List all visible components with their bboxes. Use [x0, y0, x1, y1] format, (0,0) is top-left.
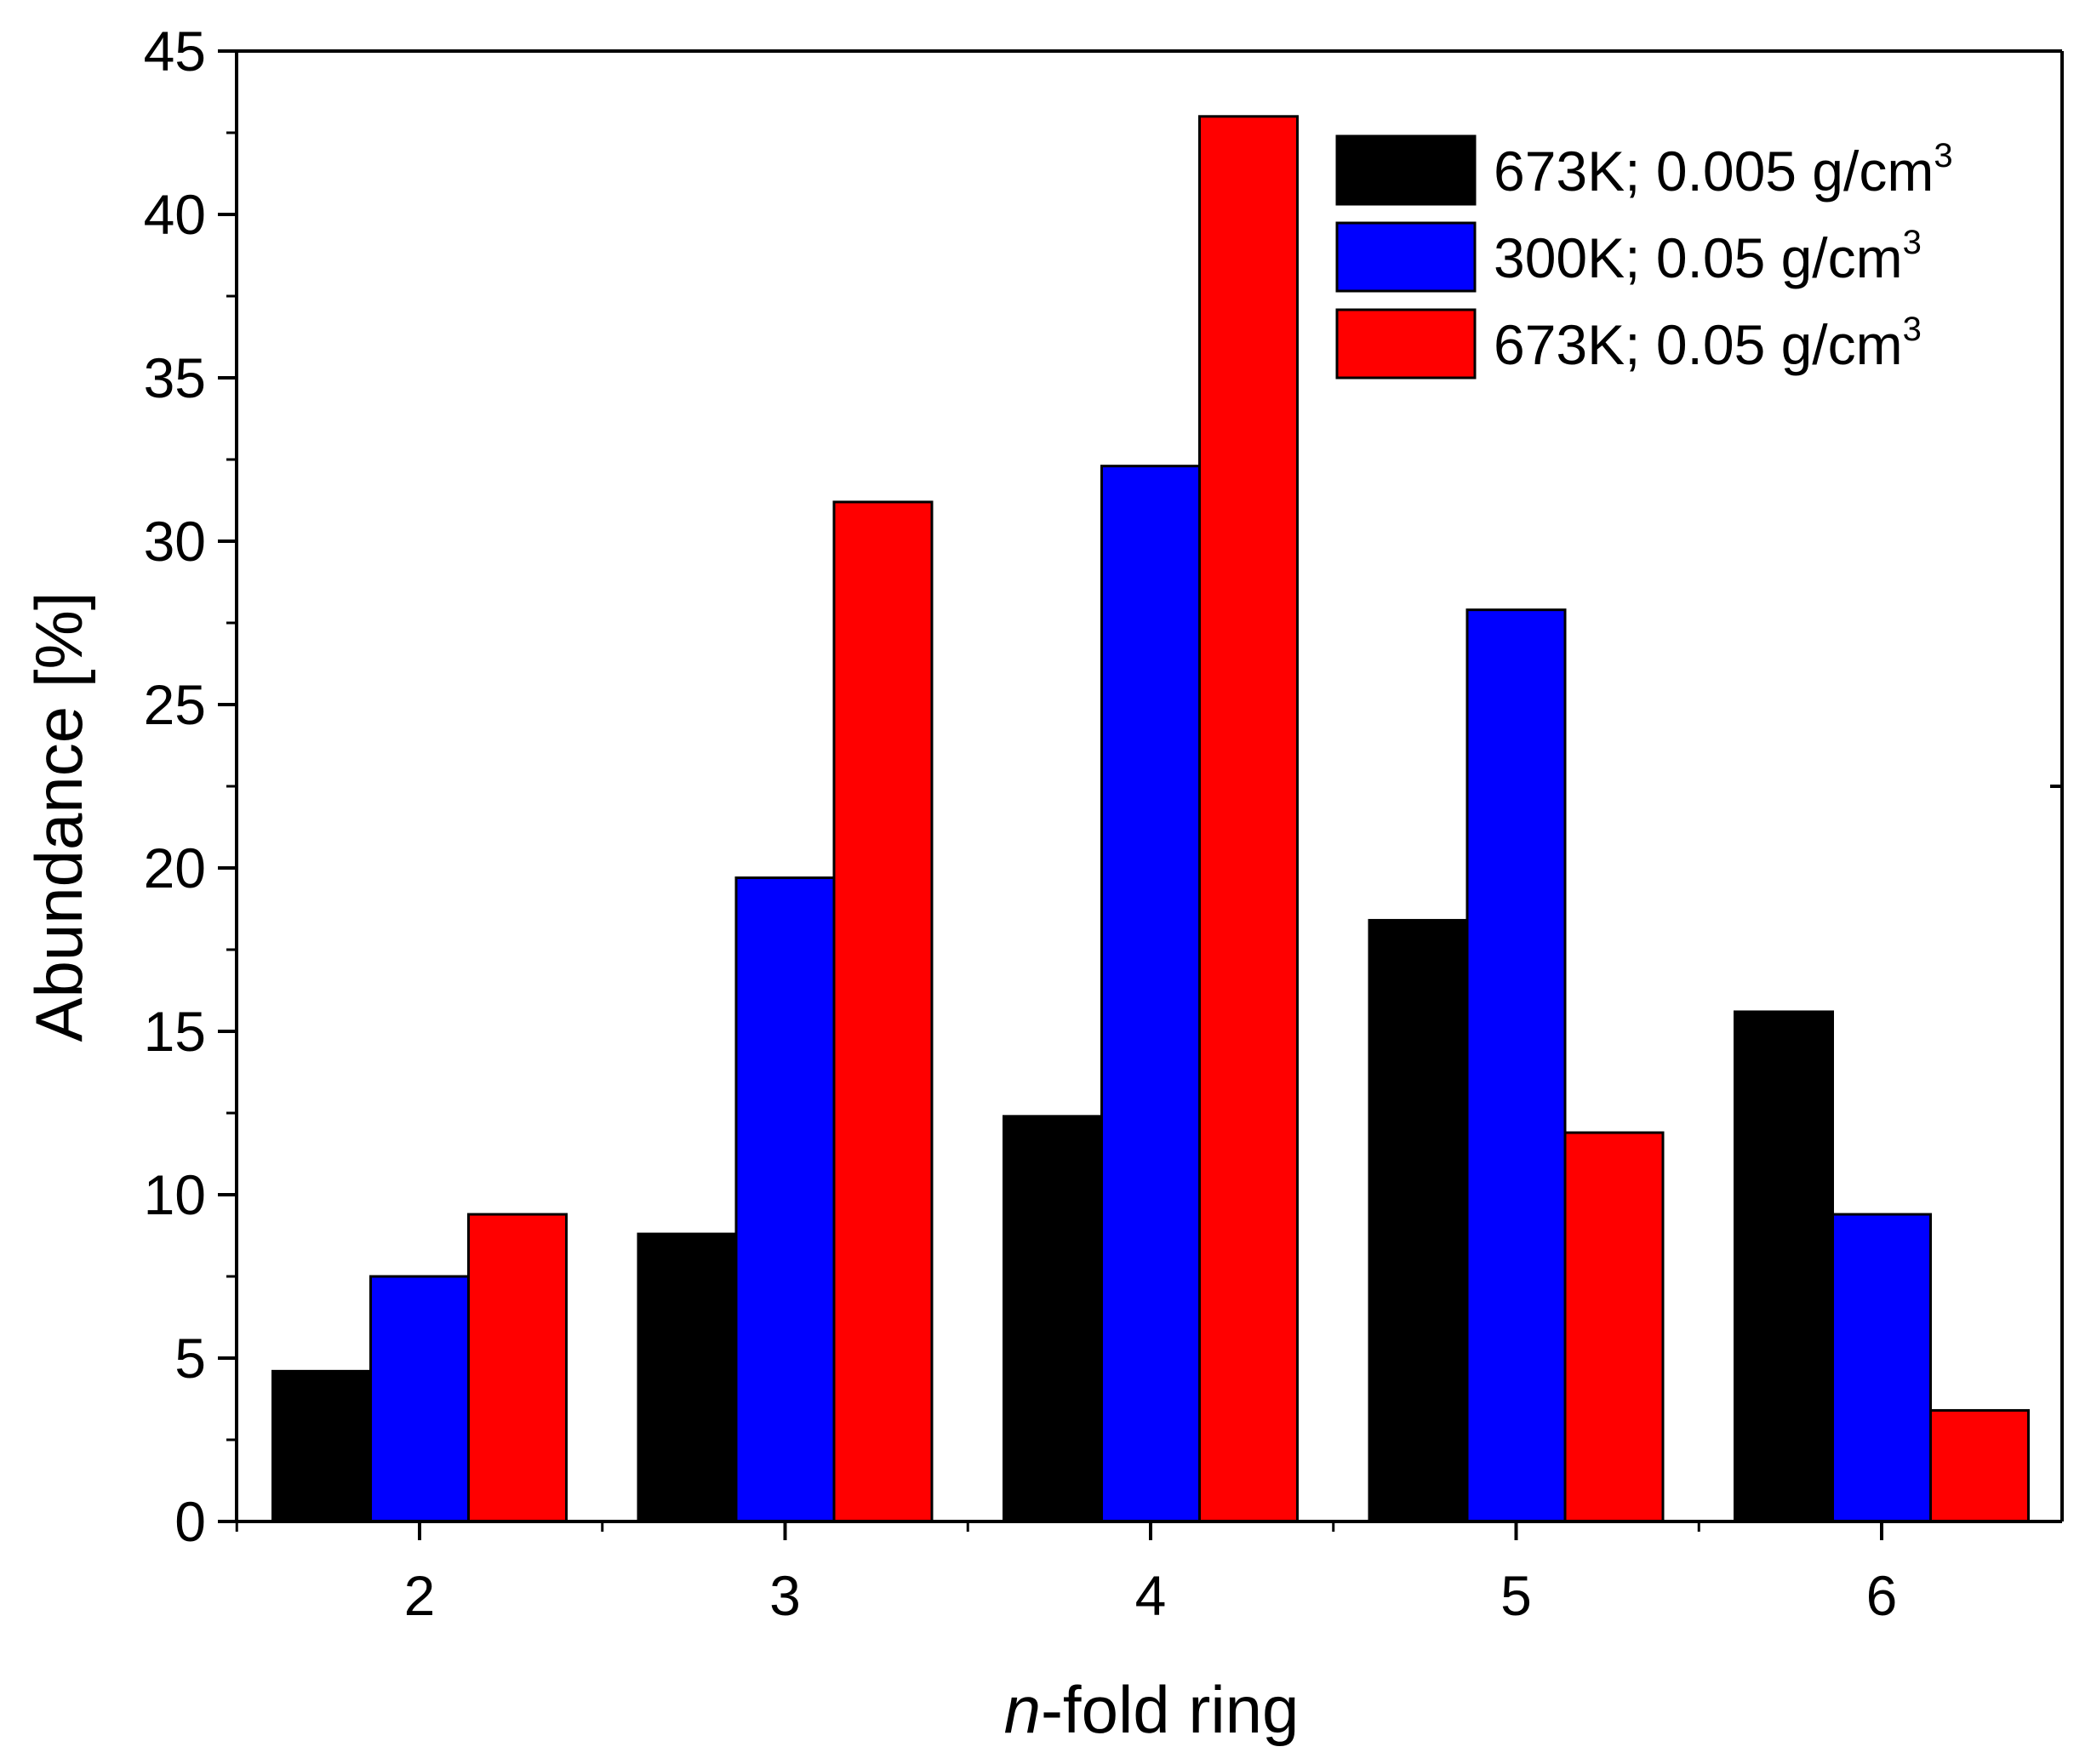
y-tick-label: 45 — [144, 20, 206, 83]
bar-series-3-category-5 — [1563, 1131, 1665, 1523]
legend-swatch-3 — [1335, 308, 1477, 380]
legend-label-superscript: 3 — [1934, 137, 1952, 174]
x-tick-label: 4 — [1135, 1564, 1167, 1627]
bars-group — [271, 115, 2030, 1523]
legend: 673K; 0.005 g/cm3 300K; 0.05 g/cm3 673K; 0… — [1335, 134, 1953, 380]
y-tick-label: 0 — [174, 1490, 206, 1553]
bar-series-3-category-4 — [1198, 115, 1299, 1523]
bar-series-1-category-5 — [1368, 918, 1469, 1523]
y-tick-label: 35 — [144, 346, 206, 409]
x-axis-title: n-fold ring — [1004, 1672, 1300, 1747]
legend-swatch-1 — [1335, 134, 1477, 206]
bar-series-3-category-3 — [832, 500, 934, 1523]
x-axis-ticks: 2 3 4 5 6 — [235, 1521, 1898, 1627]
bar-series-1-category-6 — [1734, 1010, 1834, 1523]
legend-label-superscript: 3 — [1903, 224, 1922, 261]
y-axis-ticks: 0 5 10 15 20 25 30 35 40 45 — [144, 20, 237, 1553]
x-tick-label: 2 — [404, 1564, 436, 1627]
x-tick-label: 3 — [769, 1564, 801, 1627]
x-tick-label: 6 — [1866, 1564, 1898, 1627]
x-axis-title-italic: n — [1004, 1672, 1041, 1747]
bar-series-2-category-4 — [1100, 465, 1201, 1523]
y-tick-label: 10 — [144, 1163, 206, 1226]
bar-series-3-category-2 — [467, 1213, 568, 1523]
x-tick-label: 5 — [1500, 1564, 1532, 1627]
y-tick-label: 30 — [144, 510, 206, 573]
y-tick-label: 25 — [144, 673, 206, 736]
legend-label-1: 673K; 0.005 g/cm3 — [1494, 137, 1953, 203]
y-axis-title: Abundance [%] — [21, 591, 96, 1042]
y-tick-label: 40 — [144, 183, 206, 246]
bar-series-1-category-3 — [637, 1232, 738, 1523]
y-tick-label: 5 — [174, 1327, 206, 1390]
bar-series-3-category-6 — [1929, 1408, 2030, 1523]
legend-label-superscript: 3 — [1903, 311, 1922, 348]
bar-series-2-category-2 — [369, 1275, 470, 1523]
legend-label-2: 300K; 0.05 g/cm3 — [1494, 224, 1922, 289]
y-tick-label: 20 — [144, 836, 206, 899]
legend-swatch-2 — [1335, 221, 1477, 293]
bar-series-2-category-3 — [734, 876, 836, 1523]
bar-series-2-category-6 — [1831, 1213, 1932, 1523]
bar-series-2-category-5 — [1465, 608, 1567, 1523]
bar-series-1-category-4 — [1003, 1115, 1103, 1523]
x-axis-title-rest: -fold ring — [1041, 1672, 1299, 1747]
y-tick-label: 15 — [144, 1000, 206, 1063]
bar-series-1-category-2 — [271, 1369, 372, 1523]
legend-label-3: 673K; 0.05 g/cm3 — [1494, 311, 1922, 376]
